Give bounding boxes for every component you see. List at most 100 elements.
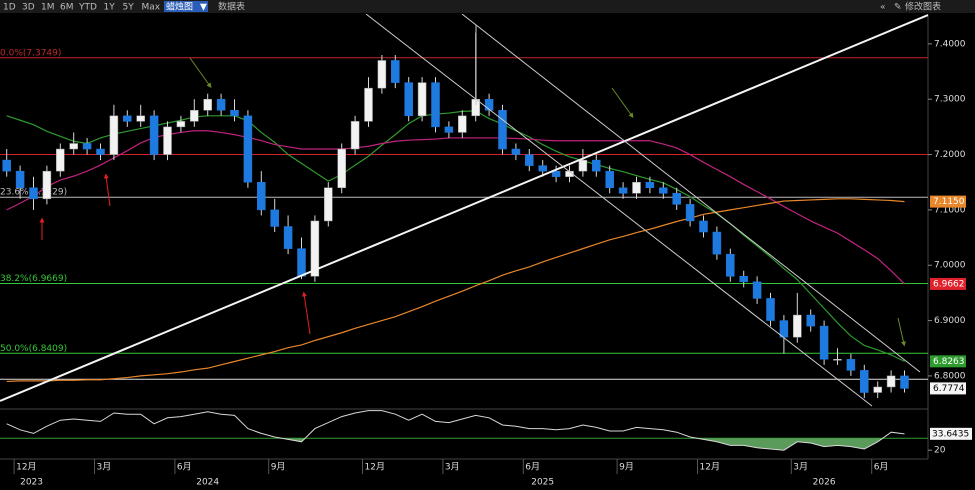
price-tag-label: 6.8263 [933,357,965,367]
x-tick-label: 3月 [97,462,112,473]
candle-body [551,170,561,177]
candle-body [511,148,521,155]
candle-body [190,110,199,122]
annotations [0,14,928,407]
candle-body [525,154,534,166]
candle-body [176,121,186,128]
range-button[interactable]: 3D [22,3,35,13]
candle-body [498,110,507,150]
candle-body [458,115,467,133]
candle-body [726,253,735,277]
rsi-tick-label: 20 [934,446,946,456]
year-label: 2024 [196,478,219,488]
candle-body [82,143,92,150]
candle-body [672,193,681,205]
x-tick-label: 6月 [177,462,192,473]
candle-body [391,60,400,83]
rsi-tag-label: 33.6435 [932,429,969,439]
range-button[interactable]: 6M [60,3,74,13]
channel-line [461,14,921,373]
candle-body [324,187,333,222]
chart-type-label[interactable]: 蜡烛图 [166,1,193,13]
year-label: 2025 [531,478,554,488]
y-tick-label: 7.0000 [934,261,966,271]
x-tick-label: 12月 [365,462,385,473]
price-tag-label: 7.1150 [933,197,965,207]
candle-body [659,187,668,194]
candle-body [283,226,293,249]
candle-body [243,115,253,183]
candle-body [605,170,614,189]
candle-body [886,375,896,388]
range-button[interactable]: 1D [3,3,16,13]
candle-body [592,159,601,172]
candle-body [900,375,909,389]
toolbar [0,0,975,13]
x-tick-label: 3月 [793,462,808,473]
year-label: 2026 [813,478,836,488]
candle-body [216,98,226,111]
rsi-oversold-fill [281,438,883,451]
candle-body [685,204,695,222]
candle-body [484,98,494,111]
price-tag-label: 6.9662 [933,279,965,289]
candle-body [618,187,628,194]
x-tick-label: 12月 [700,462,720,473]
candle-body [42,170,52,200]
candle-body [364,87,373,122]
level-label: 50.0%(6.8409) [0,344,67,354]
year-label: 2023 [20,478,43,488]
candle-body [739,276,748,283]
y-tick-label: 7.1000 [934,205,966,215]
candle-body [163,126,172,155]
candle-body [860,370,869,393]
level-label: 0.0%(7.3749) [0,48,61,58]
price-tag-label: 6.7774 [933,384,965,394]
candle-body [578,159,588,172]
rsi-line [6,410,905,451]
dropdown-icon[interactable]: ▼ [200,3,207,13]
candle-body [444,126,454,133]
candle-body [203,98,212,111]
chart-type-dropdown[interactable] [164,1,208,12]
y-tick-label: 7.4000 [934,39,966,49]
trend-line [0,14,928,402]
range-button[interactable]: 5Y [123,3,135,13]
candle-body [833,359,842,361]
candle-body [377,60,387,89]
candle-body [404,82,413,117]
candle-body [15,170,25,189]
collapse-icon[interactable]: « [880,3,886,13]
table-button[interactable]: 数据表 [218,1,245,13]
price-tag [930,355,966,368]
candle-body [310,220,320,277]
candle-body [69,143,78,150]
range-button[interactable]: 1Y [104,3,116,13]
candle-body [793,314,802,338]
candle-body [257,181,266,211]
range-button[interactable]: Max [142,3,161,13]
candle-body [149,115,159,155]
channel-line [365,14,873,407]
x-tick-label: 6月 [525,462,540,473]
candle-body [645,181,655,189]
edit-icon[interactable]: ✎ [894,3,902,13]
candle-body [873,386,882,393]
rsi-tag [930,427,972,440]
candle-body [109,115,119,155]
range-button[interactable]: 1M [41,3,55,13]
candle-body [538,165,547,172]
candle-body [779,320,789,338]
edit-chart-button[interactable]: 修改图表 [905,1,941,13]
candle-body [297,248,306,277]
price-tag [930,195,966,208]
candle-body [712,231,722,255]
arrow [897,317,906,347]
level-label: 38.2%(6.9669) [0,274,67,284]
candle-body [29,187,38,200]
x-tick-label: 3月 [445,462,460,473]
range-button[interactable]: YTD [78,3,97,13]
moving-average-line [6,198,905,383]
x-tick-label: 6月 [874,462,889,473]
